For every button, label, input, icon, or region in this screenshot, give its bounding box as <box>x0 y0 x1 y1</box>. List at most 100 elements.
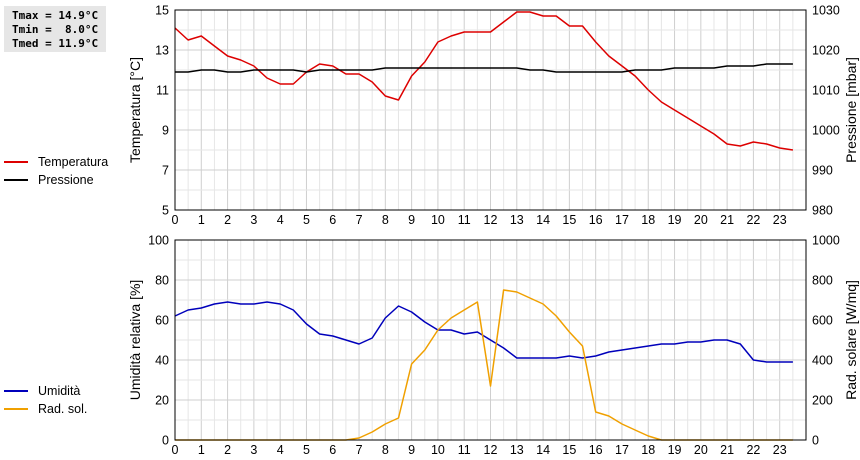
chart1-y-left-tick-label: 9 <box>162 124 169 138</box>
chart1-plot-frame <box>174 9 807 211</box>
chart1-x-tick-label: 15 <box>562 213 576 227</box>
legend-swatch-rad-sol <box>4 408 28 410</box>
chart1-series-pressione-line <box>175 63 793 73</box>
chart2-x-tick-label: 12 <box>484 443 498 457</box>
chart1-y-right-tick-label: 1010 <box>812 84 840 98</box>
chart2-x-tick-label: 15 <box>562 443 576 457</box>
chart2-y-right-label: Rad. solare [W/mq] <box>843 280 859 400</box>
legend-label-rad-sol: Rad. sol. <box>38 402 88 416</box>
chart1-y-left-tick-label: 13 <box>155 44 169 58</box>
chart2-series-rad-sol-line <box>175 289 793 441</box>
chart2-series-umidit-line <box>174 301 793 363</box>
chart2-plot-frame <box>174 239 807 441</box>
chart2-x-tick-label: 1 <box>198 443 205 457</box>
tmed-text: Tmed = 11.9°C <box>12 37 99 50</box>
chart2-x-tick-label: 16 <box>589 443 603 457</box>
chart2-x-tick-label: 22 <box>746 443 760 457</box>
chart1-x-tick-label: 3 <box>250 213 257 227</box>
legend-item-rad-sol: Rad. sol. <box>4 400 87 418</box>
chart1-y-right-tick-label: 980 <box>812 204 833 218</box>
chart1-y-right-tick-label: 1030 <box>812 4 840 18</box>
chart2-y-left-label: Umidità relativa [%] <box>127 280 143 401</box>
chart1-x-tick-label: 11 <box>458 213 471 227</box>
stats-box: Tmax = 14.9°C Tmin = 8.0°C Tmed = 11.9°C <box>4 6 106 52</box>
chart2-y-left-tick-label: 40 <box>155 354 169 368</box>
chart2-x-tick-label: 13 <box>510 443 524 457</box>
chart2-y-left-tick-label: 60 <box>155 314 169 328</box>
chart2-x-tick-label: 18 <box>641 443 655 457</box>
chart1-x-tick-label: 10 <box>431 213 445 227</box>
chart1-x-tick-label: 18 <box>641 213 655 227</box>
chart2-y-right-tick-label: 0 <box>812 434 819 448</box>
chart1-x-tick-label: 14 <box>536 213 550 227</box>
chart2-x-tick-label: 19 <box>668 443 682 457</box>
chart2-x-tick-label: 3 <box>250 443 257 457</box>
chart1-x-tick-label: 21 <box>720 213 734 227</box>
legend-label-umidita: Umidità <box>38 384 81 398</box>
legend-item-umidita: Umidità <box>4 382 87 400</box>
chart2-y-left-tick-label: 20 <box>155 394 169 408</box>
chart2-y-right-tick-label: 400 <box>812 354 833 368</box>
chart1-x-tick-label: 0 <box>172 213 179 227</box>
chart1-x-tick-label: 13 <box>510 213 524 227</box>
chart1-y-left-tick-label: 5 <box>162 204 169 218</box>
legend-swatch-umidita <box>4 390 28 392</box>
chart1-x-tick-label: 22 <box>746 213 760 227</box>
chart1-y-right-tick-label: 1020 <box>812 44 840 58</box>
legend-bottom-items-real: Umidità Rad. sol. <box>4 382 87 418</box>
chart1-y-left-tick-label: 11 <box>156 84 169 98</box>
chart2-y-left-tick-label: 0 <box>162 434 169 448</box>
chart1-y-right-tick-label: 1000 <box>812 124 840 138</box>
chart2-x-tick-label: 2 <box>224 443 231 457</box>
chart2-x-tick-label: 17 <box>615 443 629 457</box>
chart2-x-tick-label: 23 <box>773 443 787 457</box>
chart1-series-temperatura-line <box>174 11 794 151</box>
chart1-x-tick-label: 6 <box>329 213 336 227</box>
chart2-x-tick-label: 4 <box>277 443 284 457</box>
chart2-y-right-tick-label: 800 <box>812 274 833 288</box>
chart2-x-tick-label: 20 <box>694 443 708 457</box>
chart2-x-tick-label: 9 <box>408 443 415 457</box>
chart1-x-tick-label: 8 <box>382 213 389 227</box>
chart2-y-left-tick-label: 80 <box>155 274 169 288</box>
chart1-x-tick-label: 23 <box>773 213 787 227</box>
tmax-text: Tmax = 14.9°C <box>12 9 99 22</box>
chart1-x-tick-label: 1 <box>198 213 205 227</box>
chart2-x-tick-label: 7 <box>356 443 363 457</box>
chart2-x-tick-label: 0 <box>172 443 179 457</box>
chart1-x-tick-label: 17 <box>615 213 629 227</box>
chart1-y-left-label: Temperatura [°C] <box>127 57 143 163</box>
chart2-x-tick-label: 21 <box>720 443 734 457</box>
legend-label-temperatura: Temperatura <box>38 155 109 169</box>
chart1-y-right-label: Pressione [mbar] <box>843 57 859 163</box>
chart2-x-tick-label: 10 <box>431 443 445 457</box>
chart2-x-tick-label: 8 <box>382 443 389 457</box>
legend-label-pressione: Pressione <box>38 173 94 187</box>
legend-item-pressione: Pressione <box>4 171 108 189</box>
legend-top: Temperatura Pressione <box>4 153 108 189</box>
chart2-x-tick-label: 11 <box>458 443 471 457</box>
chart1-x-tick-label: 12 <box>484 213 498 227</box>
chart2-y-left-tick-label: 100 <box>148 234 169 248</box>
legend-swatch-pressione <box>4 179 28 181</box>
chart1-x-tick-label: 9 <box>408 213 415 227</box>
chart1-x-tick-label: 5 <box>303 213 310 227</box>
legend-item-temperatura: Temperatura <box>4 153 108 171</box>
chart1-x-tick-label: 19 <box>668 213 682 227</box>
chart1-x-tick-label: 7 <box>356 213 363 227</box>
chart2-x-tick-label: 5 <box>303 443 310 457</box>
chart2-y-right-tick-label: 1000 <box>812 234 840 248</box>
chart1-y-left-tick-label: 15 <box>155 4 169 18</box>
chart2-x-tick-label: 6 <box>329 443 336 457</box>
chart2-y-right-tick-label: 600 <box>812 314 833 328</box>
chart1-x-tick-label: 16 <box>589 213 603 227</box>
chart1-x-tick-label: 4 <box>277 213 284 227</box>
chart1-x-tick-label: 2 <box>224 213 231 227</box>
chart1-y-right-tick-label: 990 <box>812 164 833 178</box>
chart2-x-tick-label: 14 <box>536 443 550 457</box>
legend-swatch-temperatura <box>4 161 28 163</box>
tmin-text: Tmin = 8.0°C <box>12 23 99 36</box>
chart1-x-tick-label: 20 <box>694 213 708 227</box>
chart1-y-left-tick-label: 7 <box>162 164 169 178</box>
